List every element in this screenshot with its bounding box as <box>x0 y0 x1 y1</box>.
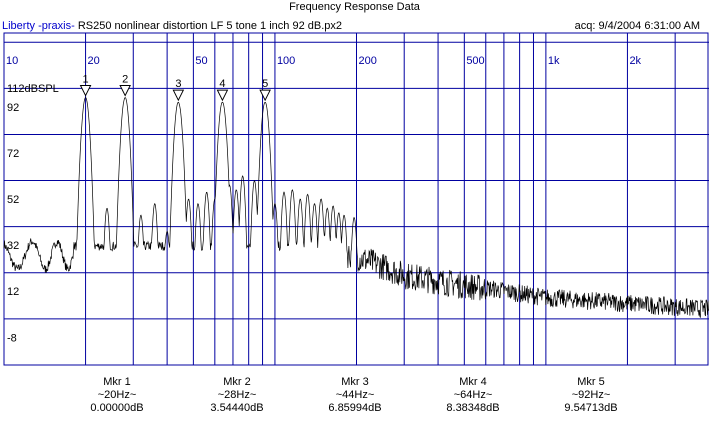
window-title: Frequency Response Data <box>289 1 420 13</box>
response-trace <box>3 97 709 318</box>
marker-1-readout: Mkr 1 ~20Hz~ 0.00000dB <box>57 376 177 415</box>
y-tick-labels: 92 72 52 32 12 -8 <box>7 102 19 345</box>
marker-triangle <box>259 89 271 102</box>
marker-number: 5 <box>262 78 268 90</box>
plot-grid <box>3 32 709 366</box>
x-tick-label: 2k <box>629 55 641 67</box>
x-tick-label: 50 <box>195 55 207 67</box>
marker-4-readout: Mkr 4 ~64Hz~ 8.38348dB <box>413 376 533 415</box>
y-tick-label: 12 <box>7 286 19 298</box>
y-tick-label: 52 <box>7 194 19 206</box>
x-tick-label: 100 <box>277 55 295 67</box>
marker-frequency: ~64Hz~ <box>453 389 493 401</box>
marker-level: 0.00000dB <box>90 402 144 414</box>
marker-level: 9.54713dB <box>564 402 618 414</box>
marker-level: 8.38348dB <box>446 402 500 414</box>
file-header: Liberty -praxis- RS250 nonlinear distort… <box>2 20 342 32</box>
y-tick-label: 92 <box>7 102 19 114</box>
marker-symbols: 1 2 3 4 5 <box>79 74 271 102</box>
acquisition-timestamp: acq: 9/4/2004 6:31:00 AM <box>574 20 700 32</box>
marker-2-readout: Mkr 2 ~28Hz~ 3.54440dB <box>177 376 297 415</box>
marker-label: Mkr 5 <box>577 376 605 388</box>
marker-frequency: ~44Hz~ <box>335 389 375 401</box>
marker-triangle <box>216 89 229 102</box>
y-tick-label: 72 <box>7 148 19 160</box>
marker-level: 3.54440dB <box>210 402 264 414</box>
marker-triangle <box>172 89 185 102</box>
marker-5-readout: Mkr 5 ~92Hz~ 9.54713dB <box>531 376 651 415</box>
marker-frequency: ~28Hz~ <box>217 389 257 401</box>
marker-frequency: ~92Hz~ <box>571 389 611 401</box>
marker-number: 2 <box>122 74 128 86</box>
x-tick-label: 10 <box>6 55 18 67</box>
y-reference-label: 112dBSPL <box>7 83 59 95</box>
x-tick-label: 1k <box>548 55 560 67</box>
marker-number: 4 <box>219 78 225 90</box>
marker-label: Mkr 1 <box>103 376 131 388</box>
marker-number: 3 <box>175 78 181 90</box>
marker-3-readout: Mkr 3 ~44Hz~ 6.85994dB <box>295 376 415 415</box>
x-tick-label: 500 <box>466 55 484 67</box>
file-name: RS250 nonlinear distortion LF 5 tone 1 i… <box>77 20 342 32</box>
app-name: Liberty -praxis- <box>2 20 75 32</box>
y-tick-label: 32 <box>7 240 19 252</box>
x-tick-labels: 10 20 50 100 200 500 1k 2k <box>6 55 642 67</box>
marker-triangle <box>79 85 92 97</box>
marker-label: Mkr 2 <box>223 376 251 388</box>
marker-triangle <box>119 85 131 97</box>
marker-level: 6.85994dB <box>328 402 382 414</box>
x-tick-label: 200 <box>359 55 377 67</box>
marker-number: 1 <box>83 74 89 86</box>
marker-label: Mkr 3 <box>341 376 369 388</box>
x-tick-label: 20 <box>88 55 100 67</box>
y-tick-label: -8 <box>7 332 17 344</box>
marker-frequency: ~20Hz~ <box>97 389 137 401</box>
marker-label: Mkr 4 <box>459 376 487 388</box>
